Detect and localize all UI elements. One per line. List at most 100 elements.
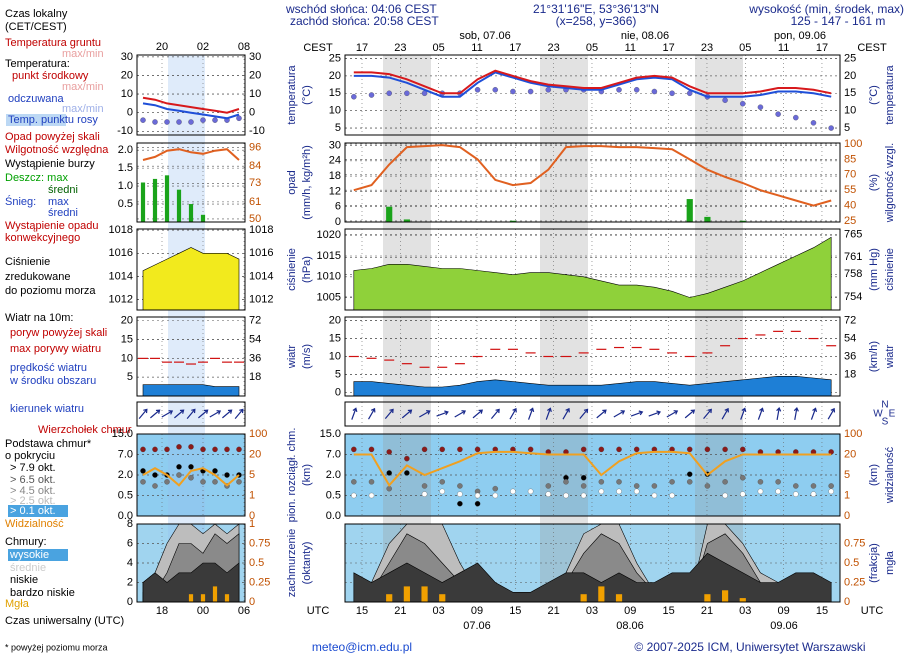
- axis-title: pion. rozciągł. chm.: [286, 428, 298, 523]
- series-dot: [140, 117, 146, 123]
- y-tick-label: 1012: [249, 293, 273, 305]
- axis-title: (°C): [868, 85, 880, 105]
- time-tick-label: 20: [156, 41, 168, 53]
- y-tick-label: 20: [121, 69, 133, 81]
- series-dot: [580, 483, 587, 489]
- series-dot: [200, 446, 206, 453]
- series-dot: [545, 483, 552, 489]
- y-tick-label: 1018: [249, 224, 273, 236]
- time-tick-label: 15: [816, 605, 828, 617]
- date-label: 08.06: [616, 620, 644, 632]
- series-dot: [188, 119, 194, 125]
- y-tick-label: 1: [249, 489, 255, 501]
- series-bar: [739, 220, 746, 222]
- legend-label: Wiatr na 10m:: [5, 312, 73, 324]
- series-dot: [775, 111, 781, 117]
- series-dot: [828, 488, 834, 495]
- night-band: [383, 55, 431, 602]
- series-dot: [793, 114, 799, 121]
- series-bar: [176, 189, 182, 222]
- panel-bg: [345, 434, 840, 516]
- axis-title: temperatura: [286, 64, 298, 124]
- legend-box: [6, 114, 66, 126]
- series-dot: [722, 446, 728, 453]
- series-dot: [176, 472, 182, 478]
- wind-arrow: [436, 410, 449, 417]
- y-tick-label: 5: [335, 368, 341, 380]
- legend-label: średni: [48, 184, 78, 196]
- y-tick-label: 0.0: [326, 510, 341, 522]
- time-tick-label: 02: [197, 41, 209, 53]
- y-tick-label: 12: [329, 185, 341, 197]
- series-dot: [421, 483, 428, 489]
- y-tick-label: 758: [844, 268, 862, 280]
- y-tick-label: 0.25: [844, 576, 865, 588]
- series-bar: [140, 182, 146, 222]
- y-tick-label: 0: [249, 596, 255, 608]
- series-dot: [651, 483, 658, 489]
- compass-label: N: [881, 400, 888, 411]
- time-tick-label: 18: [156, 605, 168, 617]
- y-tick-label: 0.5: [326, 489, 341, 501]
- grid-point: (x=258, y=366): [556, 14, 637, 28]
- y-tick-label: 5: [844, 122, 850, 134]
- series-dot: [457, 446, 463, 453]
- series-dot: [828, 483, 834, 489]
- wind-arrow: [419, 410, 431, 418]
- day-label: pon, 09.06: [774, 30, 826, 42]
- time-tick-label: 23: [394, 42, 406, 54]
- series-dot: [439, 479, 445, 485]
- panel-bg: [345, 402, 840, 426]
- wind-arrow: [528, 407, 535, 420]
- axis-title: (mm Hg): [868, 248, 880, 291]
- series-bar: [615, 594, 623, 602]
- wind-arrow: [490, 408, 500, 419]
- time-tick-label: 23: [548, 42, 560, 54]
- wind-arrow: [472, 409, 483, 419]
- wind-arrow: [562, 407, 570, 420]
- panel-frame: [136, 401, 246, 427]
- time-tick-label: 11: [471, 42, 482, 54]
- wind-arrow: [138, 408, 148, 419]
- y-tick-label: 10: [121, 352, 133, 364]
- series-dot: [439, 488, 445, 495]
- wind-arrow: [401, 409, 413, 419]
- y-tick-label: 754: [844, 291, 862, 303]
- series-dot: [212, 117, 218, 123]
- y-tick-label: 15.0: [112, 428, 133, 440]
- series-bar: [580, 594, 587, 602]
- series-dot: [421, 446, 428, 453]
- y-tick-label: 25: [844, 52, 856, 64]
- panel-frame: [136, 316, 246, 397]
- series-bar: [403, 586, 410, 602]
- panel-frame: [344, 433, 841, 517]
- y-tick-label: 1020: [317, 229, 341, 241]
- series-dot: [152, 483, 158, 489]
- local-time-title: (CET/CEST): [5, 21, 67, 33]
- time-tick-label: 05: [586, 42, 598, 54]
- y-tick-label: 54: [249, 333, 261, 345]
- local-time-title: Czas lokalny: [5, 8, 68, 20]
- series-dot: [563, 492, 569, 499]
- y-tick-label: 30: [249, 51, 261, 63]
- series-dot: [386, 470, 392, 476]
- axis-title: (km/h): [868, 341, 880, 372]
- panel-frame: [344, 54, 841, 136]
- axis-title: zachmurzenie: [286, 529, 298, 597]
- time-tick-label: 03: [739, 605, 751, 617]
- legend-label: max/min: [62, 81, 104, 93]
- y-tick-label: 100: [249, 428, 267, 440]
- series-dot: [200, 479, 206, 485]
- legend-label: Wierzchołek chmur: [38, 424, 132, 436]
- compass-label: E: [889, 409, 896, 420]
- date-label: 09.06: [770, 620, 798, 632]
- time-tick-label: 17: [663, 42, 675, 54]
- series-dot: [740, 100, 746, 107]
- wind-arrow: [703, 408, 712, 419]
- series-dot: [368, 446, 375, 453]
- legend-label: Deszcz: max: [5, 172, 68, 184]
- series-dot: [457, 483, 463, 489]
- series-dot: [439, 446, 445, 453]
- series-bar: [200, 594, 206, 602]
